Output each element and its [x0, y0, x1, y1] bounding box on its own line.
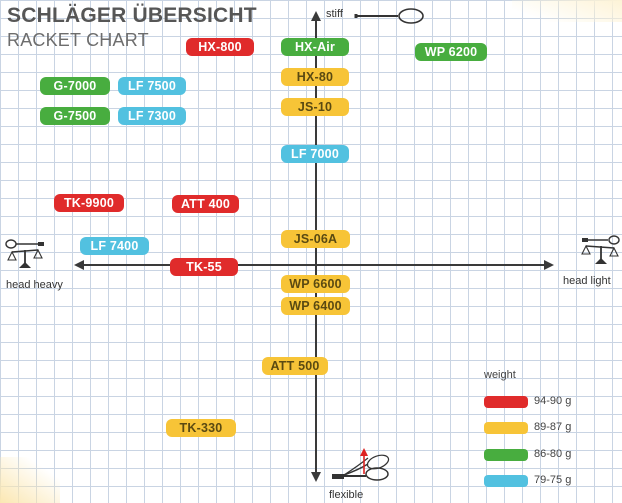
racket-g-7000: G-7000	[40, 77, 110, 95]
legend-title: weight	[484, 369, 516, 381]
stiff-racket-icon	[354, 8, 424, 24]
corner-decoration	[0, 457, 60, 503]
legend-swatch-blue	[484, 475, 528, 487]
legend-swatch-yellow	[484, 422, 528, 434]
arrow-down-icon	[311, 472, 321, 482]
racket-tk-55: TK-55	[170, 258, 238, 276]
racket-lf-7500: LF 7500	[118, 77, 186, 95]
axis-label-flexible: flexible	[329, 489, 364, 501]
arrow-right-icon	[544, 260, 554, 270]
legend-label: 94-90 g	[534, 395, 572, 407]
racket-wp-6200: WP 6200	[415, 43, 487, 61]
axis-label-head-light: head light	[563, 275, 611, 287]
racket-hx-800: HX-800	[186, 38, 254, 56]
axis-label-stiff: stiff	[326, 8, 343, 20]
racket-tk-330: TK-330	[166, 419, 236, 437]
page-title: SCHLÄGER ÜBERSICHT	[7, 4, 257, 27]
legend-label: 89-87 g	[534, 421, 572, 433]
racket-wp-6400: WP 6400	[281, 297, 350, 315]
horizontal-axis	[82, 264, 544, 266]
racket-att-500: ATT 500	[262, 357, 328, 375]
racket-lf-7400: LF 7400	[80, 237, 149, 255]
head-heavy-scale-icon	[5, 239, 44, 268]
corner-decoration	[512, 0, 622, 22]
racket-att-400: ATT 400	[172, 195, 239, 213]
racket-hx-80: HX-80	[281, 68, 349, 86]
racket-wp-6600: WP 6600	[281, 275, 350, 293]
racket-g-7500: G-7500	[40, 107, 110, 125]
legend-label: 86-80 g	[534, 448, 572, 460]
legend-swatch-red	[484, 396, 528, 408]
arrow-up-icon	[311, 11, 321, 21]
axis-label-head-heavy: head heavy	[6, 279, 63, 291]
legend-label: 79-75 g	[534, 474, 572, 486]
racket-tk-9900: TK-9900	[54, 194, 124, 212]
flexible-racket-icon	[332, 448, 390, 481]
racket-lf-7000: LF 7000	[281, 145, 349, 163]
racket-js-10: JS-10	[281, 98, 349, 116]
arrow-left-icon	[74, 260, 84, 270]
racket-js-06a: JS-06A	[281, 230, 350, 248]
legend-swatch-green	[484, 449, 528, 461]
page-subtitle: RACKET CHART	[7, 30, 149, 50]
racket-hx-air: HX-Air	[281, 38, 349, 56]
racket-lf-7300: LF 7300	[118, 107, 186, 125]
head-light-scale-icon	[581, 235, 620, 264]
